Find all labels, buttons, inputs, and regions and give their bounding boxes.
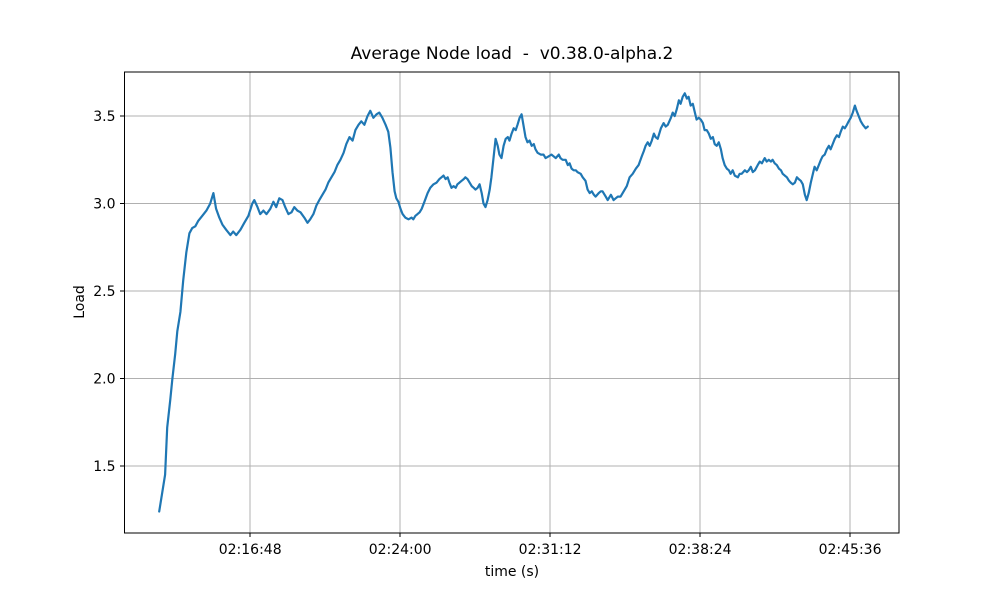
load-line	[158, 92, 869, 513]
chart-title: Average Node load - v0.38.0-alpha.2	[350, 44, 674, 64]
x-tick-label: 02:16:48	[219, 542, 282, 558]
y-tick-label: 2.5	[93, 284, 115, 300]
axes-frame	[124, 71, 900, 534]
y-tick-label: 3.0	[93, 197, 115, 213]
x-axis-label: time (s)	[484, 564, 540, 580]
x-tick-label: 02:45:36	[819, 542, 882, 558]
y-tick-label: 1.5	[93, 459, 115, 475]
y-tick-label: 3.5	[93, 109, 115, 125]
x-tick-label: 02:38:24	[669, 542, 732, 558]
y-tick-label: 2.0	[93, 372, 115, 388]
x-tick-label: 02:31:12	[519, 542, 582, 558]
x-tick-label: 02:24:00	[369, 542, 432, 558]
